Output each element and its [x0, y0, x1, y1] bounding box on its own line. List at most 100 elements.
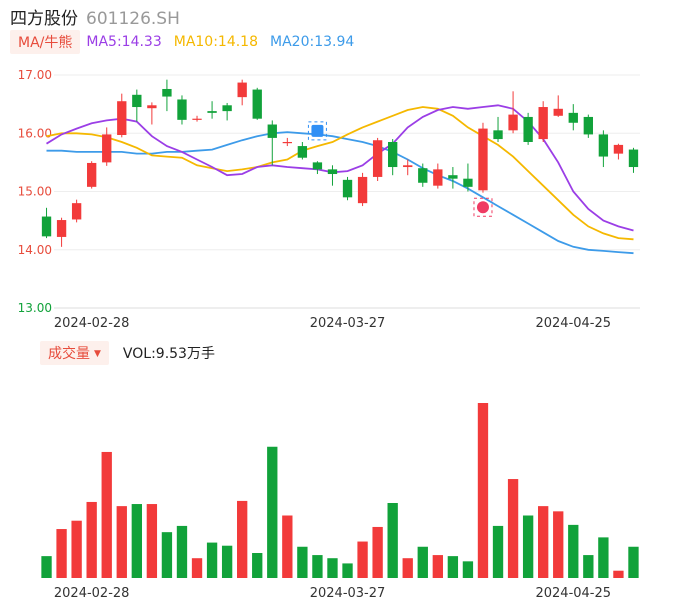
volume-bar — [447, 556, 459, 578]
candle-body — [132, 94, 142, 108]
volume-bar — [417, 546, 428, 578]
volume-bar — [432, 555, 443, 578]
volume-bar — [462, 561, 474, 578]
volume-bar — [297, 546, 308, 578]
volume-bar — [86, 501, 97, 578]
candle-body — [568, 112, 578, 123]
candle-body — [493, 130, 503, 140]
candle-body — [237, 82, 247, 98]
y-tick-label: 17.00 — [18, 68, 52, 82]
volume-bar — [146, 504, 158, 578]
candle-body — [357, 176, 368, 204]
x-tick-label: 2024-03-27 — [310, 586, 386, 601]
ma-legend: MA/牛熊 MA5:14.33 MA10:14.18 MA20:13.94 — [10, 30, 366, 54]
candle-body — [448, 175, 458, 179]
y-tick-label: 14.00 — [18, 243, 52, 257]
ma-indicator-selector[interactable]: MA/牛熊 — [10, 30, 81, 54]
volume-bar — [628, 546, 639, 578]
volume-bar — [101, 451, 112, 578]
volume-bar — [568, 524, 579, 578]
volume-bar — [312, 555, 323, 578]
x-tick-label: 2024-03-27 — [310, 316, 386, 331]
candle-body — [222, 105, 232, 112]
volume-legend: 成交量 ▼ VOL:9.53万手 — [40, 341, 215, 365]
candle-body — [177, 99, 187, 120]
volume-bar — [522, 515, 534, 578]
announcement-marker-frame — [307, 121, 327, 141]
volume-bar — [131, 504, 142, 578]
event-marker-frame — [473, 197, 493, 217]
candle-body — [117, 101, 127, 135]
x-tick-label: 2024-04-25 — [535, 316, 611, 331]
moving-average-lines — [46, 104, 634, 255]
volume-bar — [477, 403, 489, 578]
candle-body — [192, 118, 202, 120]
volume-bar — [191, 558, 203, 578]
volume-bar — [342, 563, 353, 578]
volume-bar — [372, 526, 383, 578]
volume-bar — [56, 529, 67, 578]
volume-bar — [507, 479, 519, 578]
candle-body — [463, 178, 473, 187]
candle-body — [102, 134, 112, 163]
candle-body — [327, 169, 338, 175]
candle-body — [628, 149, 639, 168]
volume-bar — [237, 500, 248, 578]
candle-body — [87, 162, 97, 187]
candle-body — [267, 124, 277, 138]
volume-bar — [357, 541, 368, 578]
x-tick-label: 2024-02-28 — [54, 316, 130, 331]
candle-body — [613, 144, 624, 154]
candle-body — [433, 169, 443, 186]
y-tick-label: 13.00 — [18, 301, 52, 315]
volume-value: VOL:9.53万手 — [122, 346, 215, 362]
volume-bar — [327, 558, 338, 578]
volume-indicator-selector[interactable]: 成交量 ▼ — [40, 341, 109, 365]
y-tick-label: 16.00 — [18, 126, 52, 140]
ma5-legend: MA5:14.33 — [86, 34, 162, 50]
candle-body — [312, 162, 323, 170]
volume-bar — [206, 542, 218, 578]
candle-body — [538, 107, 548, 140]
volume-bar — [41, 556, 52, 578]
candle-body — [478, 128, 488, 191]
candle-body — [583, 116, 593, 135]
volume-bar — [553, 511, 564, 578]
candle-body — [553, 108, 563, 116]
volume-bar — [492, 525, 504, 578]
ma20-line — [46, 131, 634, 255]
volume-bar — [161, 532, 173, 578]
volume-x-axis: 2024-02-28 2024-03-27 2024-04-25 — [54, 586, 611, 601]
candle-body — [252, 89, 262, 119]
candlesticks — [41, 79, 639, 247]
stock-code: 601126.SH — [86, 9, 180, 29]
y-tick-label: 15.00 — [18, 185, 52, 199]
stock-name: 四方股份 — [10, 9, 78, 29]
price-x-axis: 2024-02-28 2024-03-27 2024-04-25 — [54, 316, 611, 331]
candle-body — [508, 114, 518, 131]
volume-bar — [176, 525, 188, 578]
candle-body — [282, 141, 292, 144]
candle-body — [207, 111, 217, 113]
stock-header: 四方股份 601126.SH — [10, 4, 180, 29]
candle-body — [297, 146, 308, 158]
volume-bar — [538, 506, 549, 578]
y-axis-ticks: 17.00 16.00 15.00 14.00 13.00 — [18, 68, 52, 315]
ma5-line — [46, 104, 634, 232]
candle-body — [403, 165, 413, 168]
announcement-marker-icon — [311, 124, 324, 137]
candle-body — [372, 140, 383, 177]
volume-bar — [598, 537, 609, 578]
candle-body — [523, 116, 533, 142]
volume-tag-label: 成交量 — [48, 346, 90, 362]
volume-bar — [116, 506, 127, 578]
event-markers — [307, 121, 493, 217]
candle-body — [342, 179, 353, 198]
x-tick-label: 2024-04-25 — [535, 586, 611, 601]
volume-bar — [252, 553, 263, 578]
ma10-line — [46, 106, 634, 241]
candle-body — [388, 141, 398, 168]
ma10-legend: MA10:14.18 — [173, 34, 259, 50]
candle-body — [147, 105, 157, 109]
